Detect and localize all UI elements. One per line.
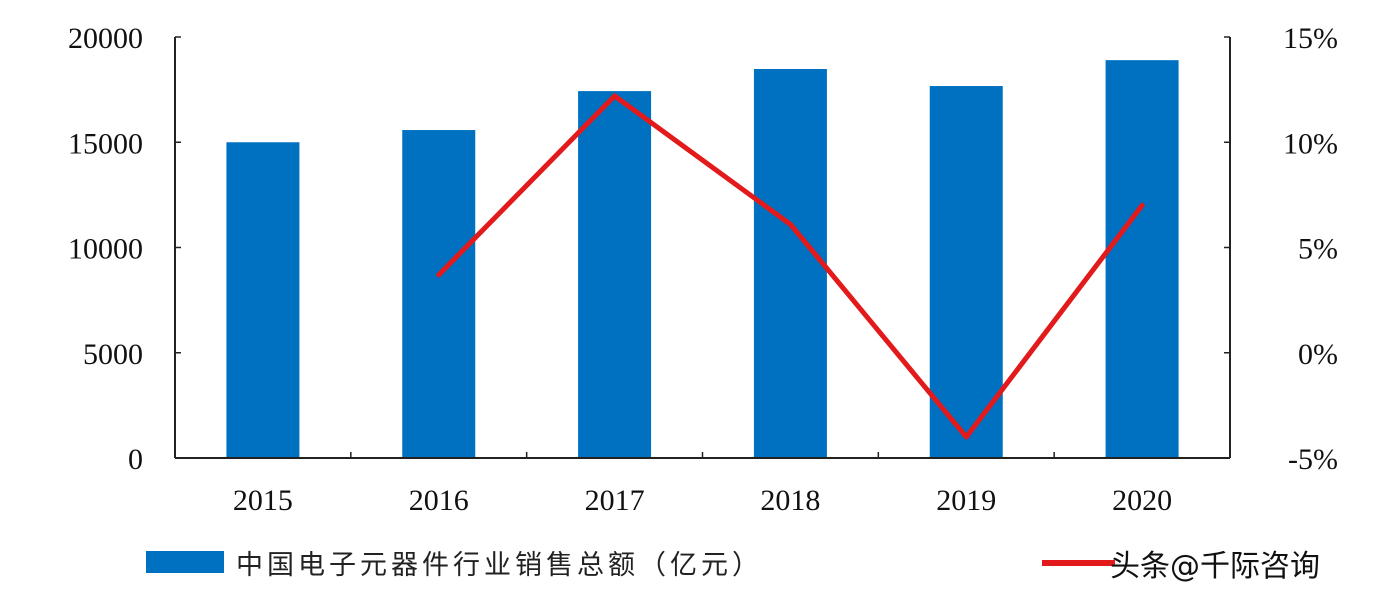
y-left-tick-label: 10000 [68, 233, 143, 266]
bar-2017 [578, 91, 652, 458]
bar-2019 [929, 86, 1003, 458]
x-tick-label: 2018 [760, 484, 820, 517]
legend-swatch-bar [146, 551, 224, 573]
bar-2018 [753, 68, 827, 458]
bar-2015 [226, 142, 300, 458]
y-right-tick-label: 15% [1283, 22, 1338, 55]
y-right-tick-label: 10% [1283, 127, 1338, 160]
bar-2020 [1105, 60, 1179, 458]
line-point [787, 221, 793, 227]
legend-label-bar: 中国电子元器件行业销售总额（亿元） [236, 550, 763, 581]
line-point [1139, 202, 1145, 208]
y-left-tick-label: 20000 [68, 22, 143, 55]
line-point [963, 434, 969, 440]
x-tick-label: 2020 [1112, 484, 1172, 517]
y-left-tick-label: 0 [128, 443, 143, 476]
x-tick-label: 2016 [409, 484, 469, 517]
x-tick-label: 2017 [585, 484, 645, 517]
y-right-tick-label: 5% [1298, 233, 1338, 266]
bar-2016 [402, 130, 476, 458]
y-left-tick-label: 5000 [83, 338, 143, 371]
y-right-tick-label: -5% [1288, 443, 1338, 476]
watermark: 头条@千际咨询 [1110, 549, 1320, 584]
y-right-tick-label: 0% [1298, 338, 1338, 371]
x-tick-label: 2015 [233, 484, 293, 517]
line-point [436, 272, 442, 278]
x-tick-label: 2019 [936, 484, 996, 517]
y-left-tick-label: 15000 [68, 127, 143, 160]
line-point [612, 93, 618, 99]
